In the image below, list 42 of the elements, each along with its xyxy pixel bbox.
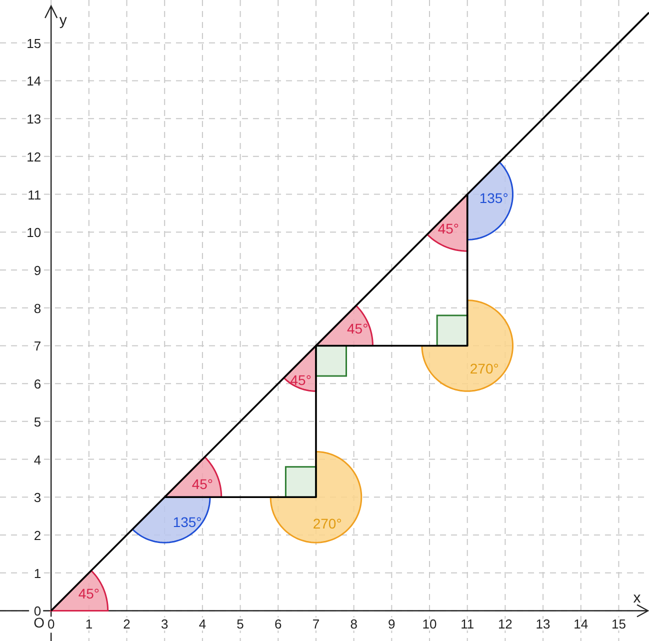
x-tick-label: 7 xyxy=(312,616,320,632)
y-tick-label: 1 xyxy=(34,566,42,581)
annotation: 270° xyxy=(312,516,342,532)
y-tick-label: 11 xyxy=(28,187,42,202)
x-tick-label: 11 xyxy=(460,616,474,632)
x-tick-label: 9 xyxy=(388,616,396,632)
annotation: 45° xyxy=(438,220,460,236)
x-tick-label: 6 xyxy=(274,616,282,632)
annotation: 45° xyxy=(347,320,368,337)
x-tick-label: 8 xyxy=(350,616,358,632)
y-tick-label: 4 xyxy=(34,452,42,468)
x-tick-label: 12 xyxy=(498,616,512,632)
x-tick-label: 4 xyxy=(198,616,206,632)
y-tick-label: 8 xyxy=(34,300,42,316)
annotation: 45° xyxy=(290,372,312,388)
y-tick-label: 6 xyxy=(34,376,42,392)
annotation: 135° xyxy=(172,514,202,530)
x-axis-title: x xyxy=(633,590,642,607)
y-tick-label: 3 xyxy=(34,490,42,506)
x-tick-label: 1 xyxy=(85,616,93,632)
x-tick-label: 13 xyxy=(536,616,550,632)
x-tick-label: 3 xyxy=(161,616,168,632)
annotation: 45° xyxy=(78,586,100,602)
y-tick-label: 14 xyxy=(26,74,42,89)
x-tick-label: 0 xyxy=(47,616,55,632)
annotation: 270° xyxy=(470,360,499,376)
y-tick-label: 10 xyxy=(26,225,42,240)
annotation: 135° xyxy=(479,190,508,206)
y-tick-label: 2 xyxy=(34,528,42,543)
y-axis-title: y xyxy=(59,12,68,29)
y-tick-label: 9 xyxy=(34,263,42,278)
x-tick-label: 10 xyxy=(422,616,437,632)
x-tick-label: 5 xyxy=(236,616,244,632)
x-tick-label: 15 xyxy=(611,616,626,632)
y-tick-label: 12 xyxy=(26,149,42,164)
y-tick-label: 7 xyxy=(34,338,42,354)
y-tick-label: 5 xyxy=(34,414,42,430)
y-tick-label: 15 xyxy=(26,36,42,51)
annotation: 45° xyxy=(192,476,214,492)
y-tick-label: 13 xyxy=(26,112,42,127)
x-tick-label: 14 xyxy=(574,616,588,632)
x-tick-label: 2 xyxy=(123,616,130,632)
